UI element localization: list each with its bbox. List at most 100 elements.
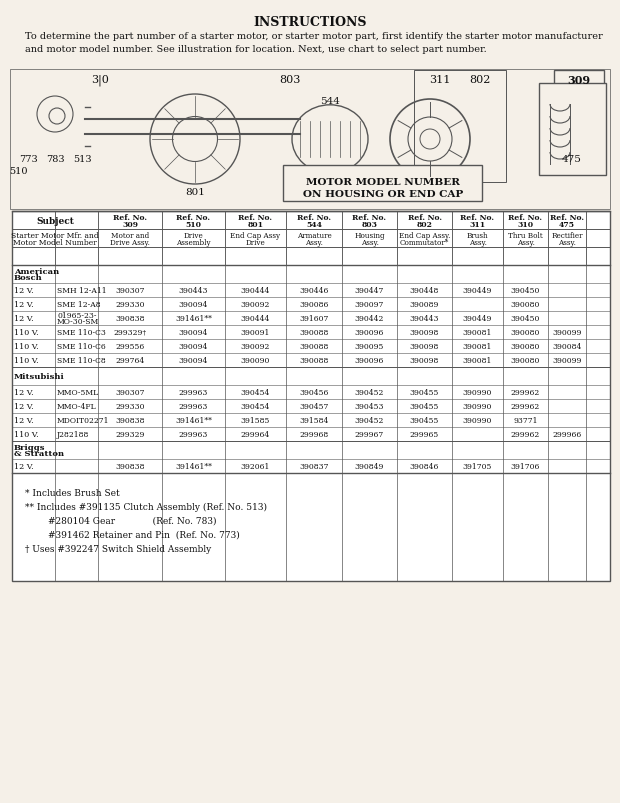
Text: 390454: 390454 <box>241 389 270 397</box>
Text: 390443: 390443 <box>179 287 208 295</box>
Text: 513: 513 <box>73 155 91 164</box>
Bar <box>10 70 610 210</box>
Text: 390838: 390838 <box>115 315 144 323</box>
Text: Commutator*: Commutator* <box>400 238 449 247</box>
Text: 390098: 390098 <box>410 357 439 365</box>
Text: Assy.: Assy. <box>558 238 576 247</box>
Text: Rectifier: Rectifier <box>551 232 583 240</box>
Text: Ref. No.: Ref. No. <box>177 214 211 222</box>
Text: 110 V.: 110 V. <box>14 328 38 336</box>
Text: SME 110-C8: SME 110-C8 <box>57 357 106 365</box>
Text: 391461**: 391461** <box>175 315 212 323</box>
Text: 390838: 390838 <box>115 417 144 425</box>
Text: To determine the part number of a starter motor, or starter motor part, first id: To determine the part number of a starte… <box>25 32 603 54</box>
Text: 390099: 390099 <box>552 328 582 336</box>
Text: SME 110-C3: SME 110-C3 <box>57 328 106 336</box>
Text: 12 V.: 12 V. <box>14 287 33 295</box>
Text: SME 110-C6: SME 110-C6 <box>57 343 106 351</box>
Text: SME 12-A8: SME 12-A8 <box>57 300 100 308</box>
Text: Thru Bolt: Thru Bolt <box>508 232 543 240</box>
Text: 01965-23-: 01965-23- <box>57 312 97 320</box>
Text: MMO-4FL: MMO-4FL <box>57 402 97 410</box>
Text: J282188: J282188 <box>57 430 89 438</box>
Bar <box>12 212 610 581</box>
Text: * Includes Brush Set: * Includes Brush Set <box>25 488 120 497</box>
Text: 390095: 390095 <box>355 343 384 351</box>
Text: 803: 803 <box>280 75 301 85</box>
Text: End Cap Assy.: End Cap Assy. <box>399 232 450 240</box>
Text: 391705: 391705 <box>463 463 492 471</box>
Text: MO-30-SM: MO-30-SM <box>57 318 99 325</box>
Text: 299330: 299330 <box>115 402 144 410</box>
Text: 390447: 390447 <box>355 287 384 295</box>
Text: Briggs: Briggs <box>14 443 45 451</box>
Text: 390096: 390096 <box>355 357 384 365</box>
Text: Starter Motor Mfr. and: Starter Motor Mfr. and <box>11 232 99 240</box>
Text: 299556: 299556 <box>115 343 144 351</box>
Text: 390457: 390457 <box>299 402 329 410</box>
Text: Ref. No.: Ref. No. <box>407 214 441 222</box>
Text: 299329: 299329 <box>115 430 144 438</box>
Text: 390080: 390080 <box>511 328 540 336</box>
Text: Brush: Brush <box>467 232 489 240</box>
Text: Armature: Armature <box>296 232 331 240</box>
Text: 390453: 390453 <box>355 402 384 410</box>
Text: End Cap Assy: End Cap Assy <box>231 232 281 240</box>
Text: 801: 801 <box>185 188 205 197</box>
Text: Bosch: Bosch <box>14 274 43 282</box>
Text: 391461**: 391461** <box>175 463 212 471</box>
Text: 390081: 390081 <box>463 343 492 351</box>
Text: 299964: 299964 <box>241 430 270 438</box>
Text: 299962: 299962 <box>511 402 540 410</box>
Text: 390099: 390099 <box>552 357 582 365</box>
Text: 390080: 390080 <box>511 343 540 351</box>
Text: 93771: 93771 <box>513 417 538 425</box>
Text: 390096: 390096 <box>355 328 384 336</box>
Text: 391461**: 391461** <box>175 417 212 425</box>
Text: 390098: 390098 <box>410 328 439 336</box>
Text: 510: 510 <box>9 167 27 176</box>
Text: 392061: 392061 <box>241 463 270 471</box>
Text: 783: 783 <box>46 155 64 164</box>
Text: 390094: 390094 <box>179 328 208 336</box>
Text: 390446: 390446 <box>299 287 329 295</box>
Text: 390091: 390091 <box>241 328 270 336</box>
Text: Ref. No.: Ref. No. <box>239 214 273 222</box>
Text: 802: 802 <box>417 221 432 229</box>
Text: 390080: 390080 <box>511 300 540 308</box>
Text: 391585: 391585 <box>241 417 270 425</box>
Text: Assembly: Assembly <box>176 238 211 247</box>
Text: 311: 311 <box>429 75 451 85</box>
FancyBboxPatch shape <box>539 84 606 176</box>
Text: 390990: 390990 <box>463 389 492 397</box>
Text: 390990: 390990 <box>463 417 492 425</box>
Text: 390089: 390089 <box>410 300 439 308</box>
Text: 475: 475 <box>559 221 575 229</box>
Text: Drive: Drive <box>246 238 265 247</box>
Text: 390307: 390307 <box>115 389 144 397</box>
Text: 390090: 390090 <box>241 357 270 365</box>
Text: 390084: 390084 <box>552 343 582 351</box>
Text: ** Includes #391135 Clutch Assembly (Ref. No. 513): ** Includes #391135 Clutch Assembly (Ref… <box>25 503 267 512</box>
Text: 3|0: 3|0 <box>91 75 109 87</box>
Text: 12 V.: 12 V. <box>14 300 33 308</box>
Text: INSTRUCTIONS: INSTRUCTIONS <box>253 16 367 29</box>
Text: 110 V.: 110 V. <box>14 357 38 365</box>
Text: Subject: Subject <box>36 216 74 225</box>
Text: & Stratton: & Stratton <box>14 450 64 458</box>
Text: 544: 544 <box>306 221 322 229</box>
Text: 390086: 390086 <box>299 300 329 308</box>
Text: 299962: 299962 <box>511 389 540 397</box>
Text: 390455: 390455 <box>410 417 439 425</box>
Text: 773: 773 <box>19 155 37 164</box>
Text: MMO-5ML: MMO-5ML <box>57 389 99 397</box>
Text: 12 V.: 12 V. <box>14 417 33 425</box>
Text: 12 V.: 12 V. <box>14 402 33 410</box>
Text: 299963: 299963 <box>179 430 208 438</box>
Text: Mitsubishi: Mitsubishi <box>14 373 64 381</box>
Text: 390449: 390449 <box>463 287 492 295</box>
Text: 390450: 390450 <box>511 315 540 323</box>
Text: 390088: 390088 <box>299 357 329 365</box>
Text: 390094: 390094 <box>179 300 208 308</box>
Text: 390442: 390442 <box>355 315 384 323</box>
